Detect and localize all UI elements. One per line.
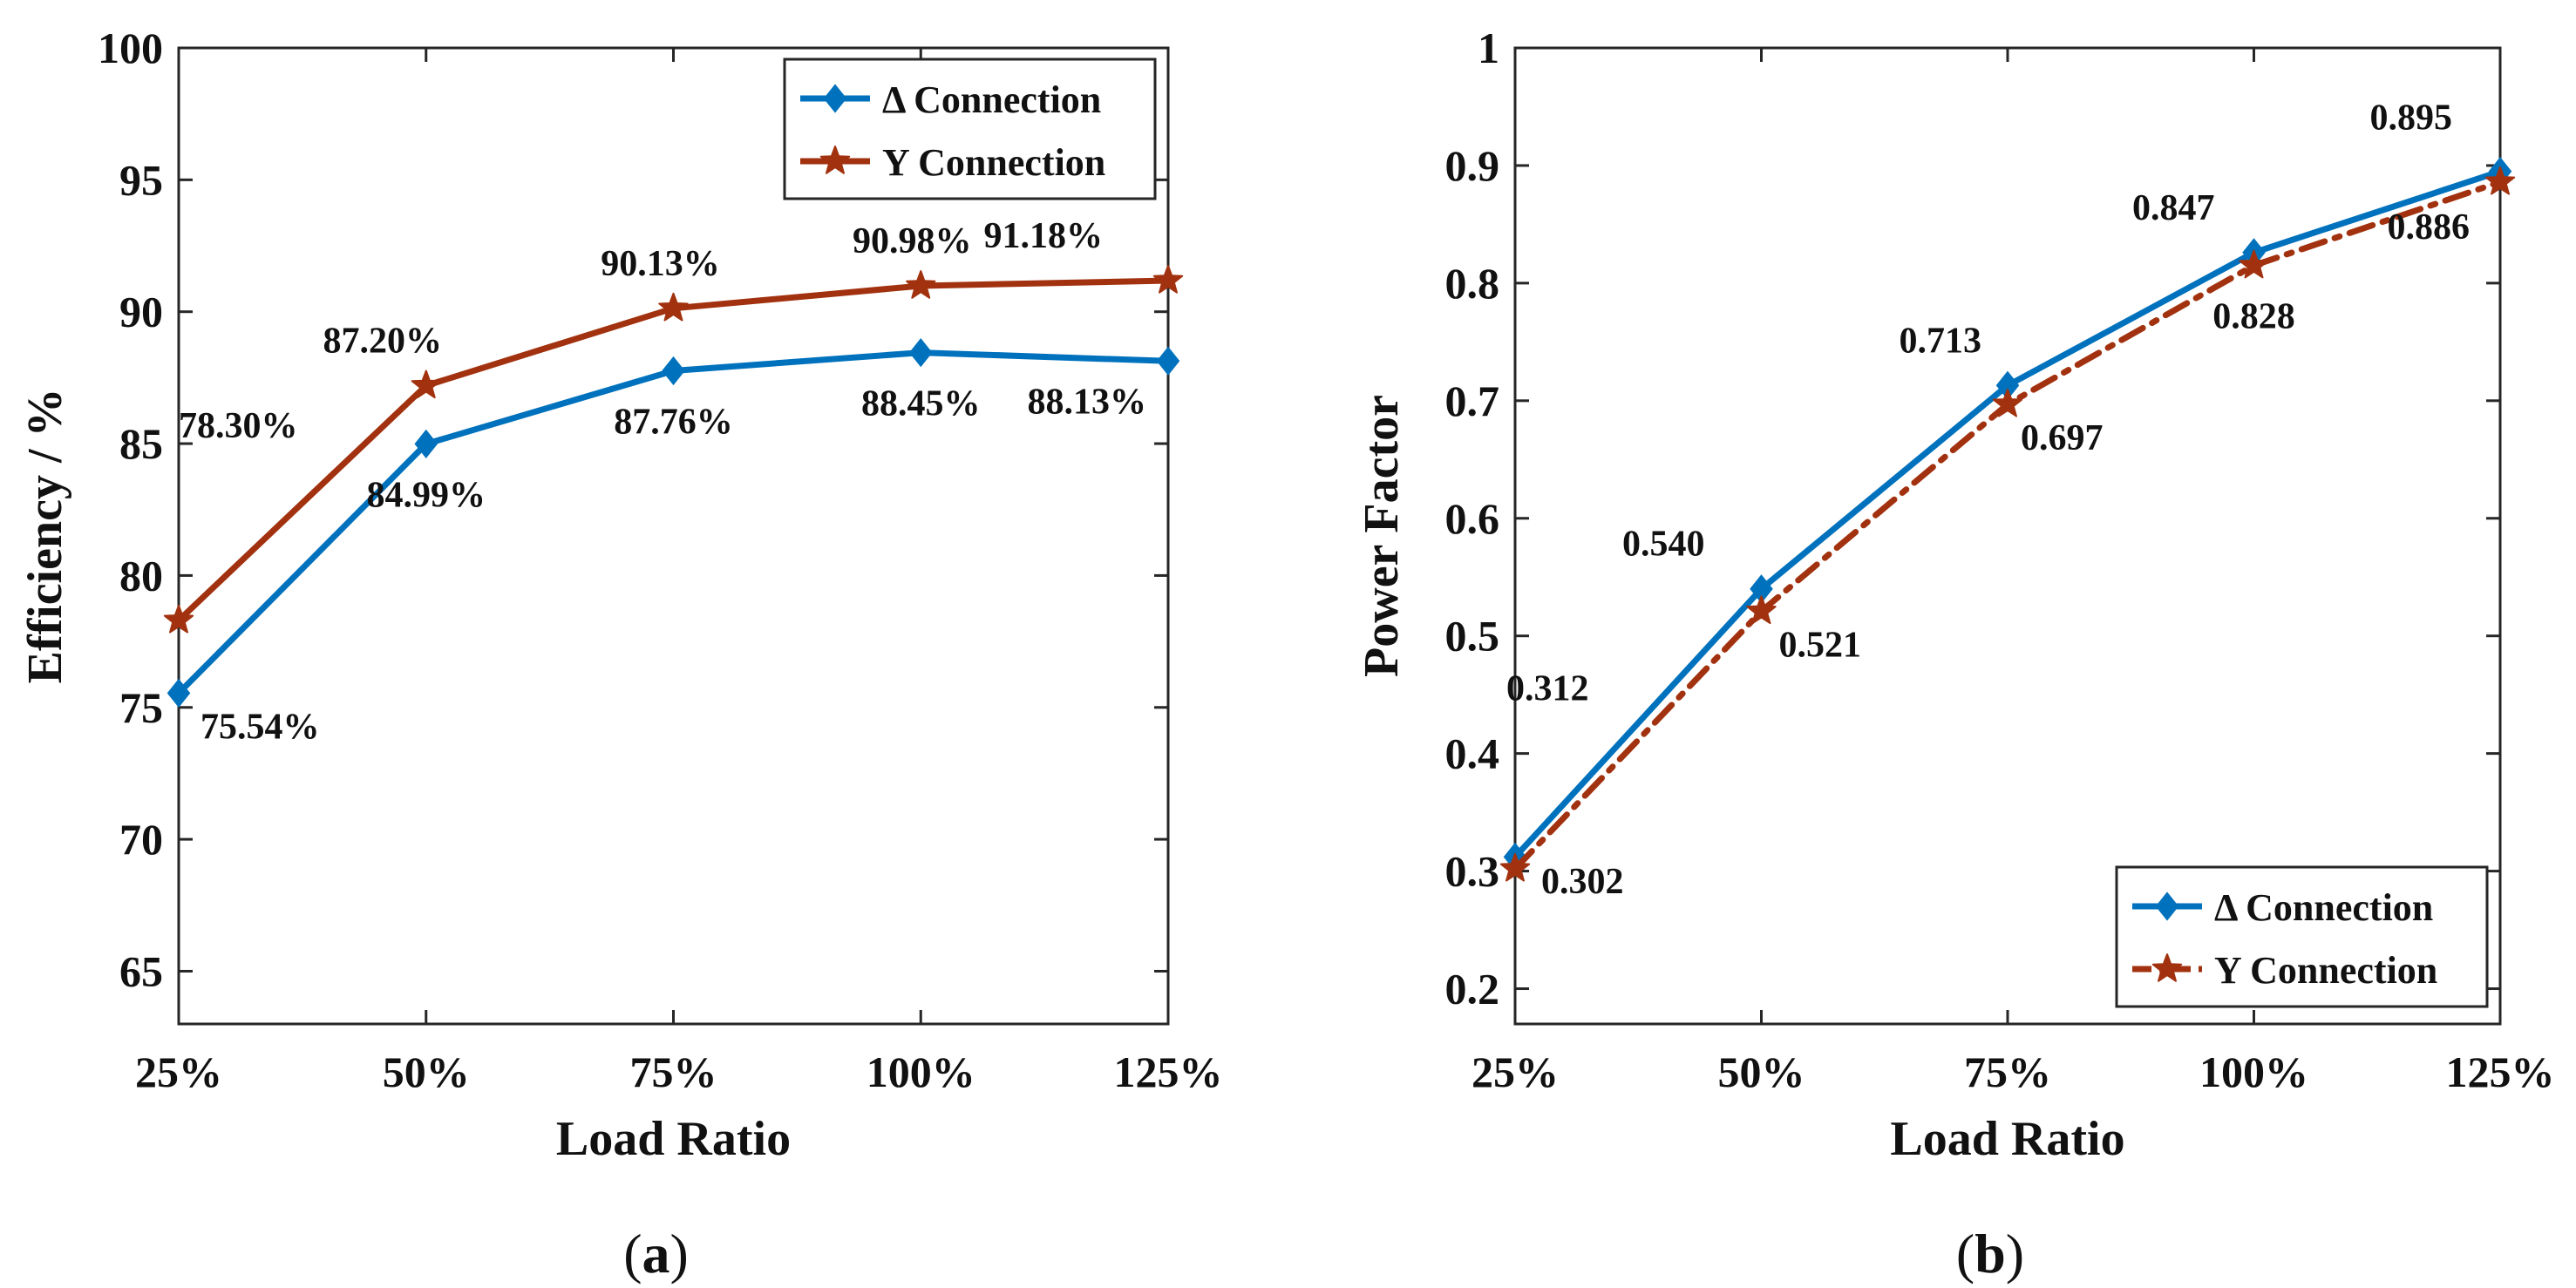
legend-entry-delta: Δ Connection (882, 78, 1101, 121)
series-delta: 75.54% 84.99% 87.76% 88.45% 88.13% (167, 338, 1180, 747)
chart-panel-a: 65 70 75 80 85 90 95 100 25% 50% 75% 100% 125% Load R… (18, 24, 1223, 1285)
data-label: 84.99% (367, 475, 486, 515)
data-label: 87.76% (614, 403, 733, 443)
data-point-delta (167, 678, 191, 708)
y-tick-label: 100 (98, 24, 163, 72)
data-point-y (1992, 388, 2023, 417)
data-point-delta (1156, 346, 1180, 376)
data-point-y (411, 369, 441, 399)
data-label: 88.13% (1028, 382, 1147, 422)
data-point-y (2484, 166, 2516, 195)
x-tick-label: 50% (1718, 1047, 1805, 1096)
data-point-y (658, 292, 689, 322)
data-label: 90.13% (601, 244, 720, 284)
data-label: 0.697 (2021, 418, 2104, 458)
diamond-marker-icon (823, 84, 847, 113)
legend: Δ Connection Y Connection (2115, 865, 2489, 1008)
x-axis-title: Load Ratio (1890, 1112, 2124, 1166)
y-tick-label: 80 (119, 551, 163, 600)
data-label: 0.521 (1779, 625, 1862, 665)
legend-entry-delta: Δ Connection (2214, 886, 2433, 929)
series-y: 0.302 0.521 0.697 0.828 0.886 (1499, 166, 2516, 902)
series-delta: 0.312 0.540 0.713 0.847 0.895 (1503, 98, 2512, 871)
y-tick-label: 0.4 (1445, 729, 1500, 778)
y-tick-label: 0.7 (1445, 376, 1500, 425)
x-tick-label: 100% (2199, 1047, 2308, 1096)
y-axis-title: Power Factor (1355, 395, 1409, 677)
data-point-delta (414, 429, 438, 458)
data-point-delta (662, 356, 685, 386)
panel-label-close: ) (2006, 1223, 2024, 1285)
data-point-y (2239, 249, 2269, 279)
x-tick-label: 100% (867, 1047, 975, 1096)
x-tick-label: 125% (1114, 1047, 1223, 1096)
panel-label: (a) (623, 1223, 689, 1285)
star-marker-icon (819, 146, 851, 174)
y-tick-label: 0.9 (1445, 141, 1500, 190)
panel-label-letter: a (642, 1223, 670, 1285)
data-label: 0.895 (2370, 98, 2453, 139)
data-point-y (1746, 595, 1777, 625)
y-tick-label: 85 (119, 419, 163, 468)
legend-entry-y: Y Connection (882, 141, 1105, 184)
panel-label-letter: b (1974, 1223, 2006, 1285)
series-y: 78.30% 87.20% 90.13% 90.98% 91.18% (163, 216, 1184, 634)
y-tick-label: 95 (119, 155, 163, 204)
legend-box (2115, 865, 2489, 1008)
data-label: 0.886 (2388, 207, 2471, 247)
data-label: 0.828 (2212, 297, 2295, 337)
x-tick-label: 75% (630, 1047, 717, 1096)
panel-label-close: ) (670, 1223, 689, 1285)
y-tick-label: 70 (119, 815, 163, 864)
x-tick-label: 75% (1964, 1047, 2051, 1096)
legend: Δ Connection Y Connection (783, 58, 1157, 200)
y-tick-label: 0.3 (1445, 847, 1500, 896)
panel-label-open: ( (1956, 1223, 1974, 1285)
legend-box (783, 58, 1157, 200)
data-label: 90.98% (853, 221, 972, 261)
y-tick-label: 65 (119, 946, 163, 995)
star-marker-icon (2151, 953, 2183, 982)
legend-entry-y: Y Connection (2214, 949, 2437, 992)
data-label: 0.713 (1900, 321, 1982, 361)
data-label: 78.30% (179, 406, 298, 446)
diamond-marker-icon (2155, 891, 2179, 921)
data-label: 0.312 (1506, 668, 1589, 708)
y-tick-label: 0.8 (1445, 259, 1500, 308)
x-tick-label: 25% (135, 1047, 222, 1096)
data-label: 87.20% (323, 321, 443, 361)
y-tick-label: 0.2 (1445, 965, 1500, 1013)
data-label: 0.847 (2132, 188, 2215, 228)
data-point-y (1499, 852, 1531, 882)
panel-label: (b) (1956, 1223, 2024, 1285)
y-axis-title: Efficiency / % (18, 388, 72, 683)
data-point-delta (908, 338, 933, 368)
x-tick-label: 50% (383, 1047, 470, 1096)
data-label: 0.302 (1541, 862, 1624, 902)
data-label: 75.54% (201, 707, 320, 747)
data-point-y (906, 270, 936, 299)
y-tick-label: 75 (119, 683, 163, 732)
panel-label-open: ( (623, 1223, 642, 1285)
y-tick-label: 0.5 (1445, 612, 1500, 661)
data-label: 0.540 (1622, 525, 1705, 565)
data-point-y (1152, 265, 1184, 294)
y-tick-label: 0.6 (1445, 494, 1500, 543)
series-line-delta (1512, 168, 2504, 860)
data-point-y (163, 604, 194, 634)
x-axis-title: Load Ratio (556, 1112, 791, 1166)
x-tick-label: 125% (2446, 1047, 2555, 1096)
y-tick-label: 90 (119, 288, 163, 336)
data-label: 91.18% (984, 216, 1104, 256)
data-label: 88.45% (861, 384, 981, 424)
y-tick-label: 1 (1478, 24, 1499, 72)
x-tick-label: 25% (1472, 1047, 1559, 1096)
